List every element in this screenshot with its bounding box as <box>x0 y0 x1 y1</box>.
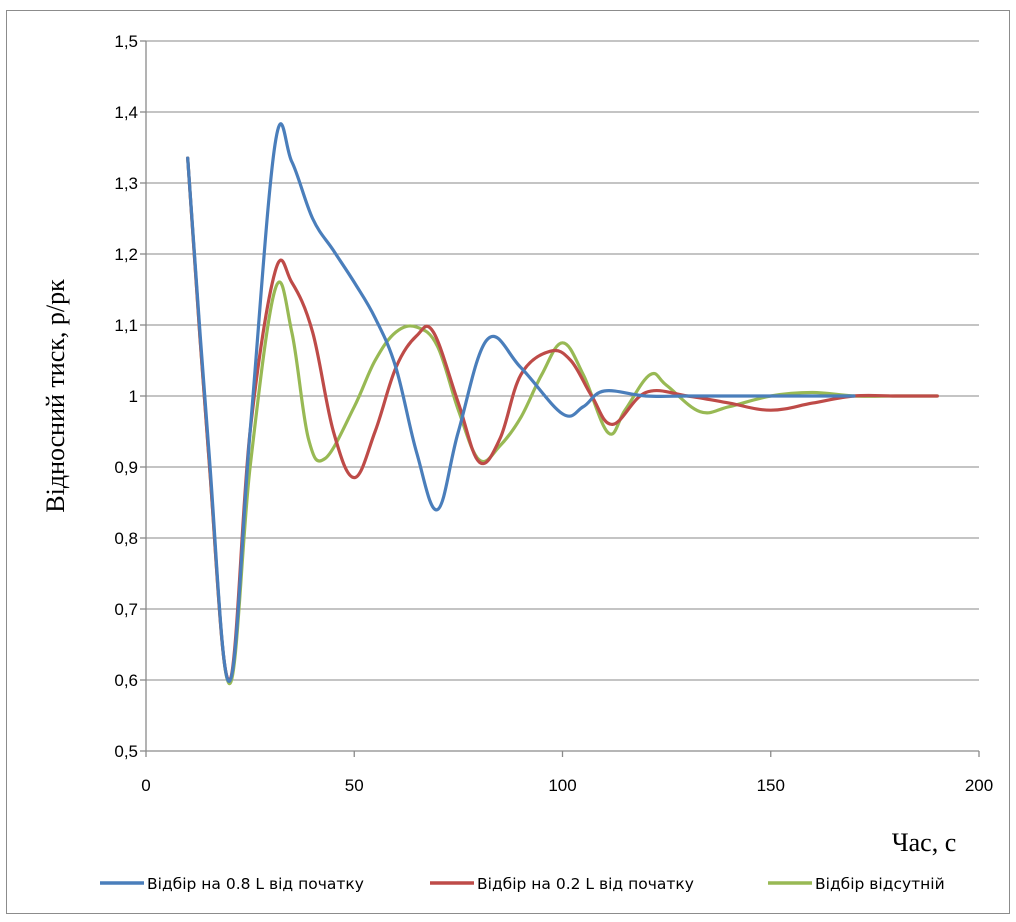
x-tick-label: 50 <box>345 776 364 795</box>
legend: Відбір на 0.8 L від початку Відбір на 0.2… <box>100 875 945 893</box>
x-axis-title: Час, с <box>892 828 957 857</box>
y-tick-label: 1 <box>129 387 138 406</box>
y-tick-label: 1,4 <box>114 103 138 122</box>
series-lines <box>186 122 939 686</box>
y-tick-label: 1,5 <box>114 32 138 51</box>
series-line-2 <box>186 156 939 682</box>
y-tick-label: 1,3 <box>114 174 138 193</box>
legend-label: Відбір на 0.2 L від початку <box>477 875 694 893</box>
legend-label: Відбір на 0.8 L від початку <box>147 875 364 893</box>
series-line-1 <box>186 122 856 684</box>
x-tick-label: 0 <box>141 776 150 795</box>
y-tick-labels: 0,5 0,6 0,7 0,8 0,9 1 1,1 1,2 1,3 1,4 1,5 <box>114 32 146 761</box>
y-axis-title: Відносний тиск, р/рк <box>41 279 70 513</box>
y-tick-label: 0,7 <box>114 600 138 619</box>
chart-frame <box>6 10 1010 914</box>
legend-label: Відбір відсутній <box>815 875 945 893</box>
y-tick-label: 0,6 <box>114 671 138 690</box>
x-tick-label: 150 <box>757 776 785 795</box>
x-tick-labels: 0 50 100 150 200 <box>141 751 993 795</box>
series-line-3 <box>186 156 939 686</box>
y-tick-label: 0,5 <box>114 742 138 761</box>
x-tick-label: 200 <box>965 776 993 795</box>
gridlines <box>146 40 979 681</box>
x-tick-label: 100 <box>548 776 576 795</box>
y-tick-label: 0,8 <box>114 529 138 548</box>
y-tick-label: 0,9 <box>114 458 138 477</box>
y-tick-label: 1,2 <box>114 245 138 264</box>
y-tick-label: 1,1 <box>114 316 138 335</box>
